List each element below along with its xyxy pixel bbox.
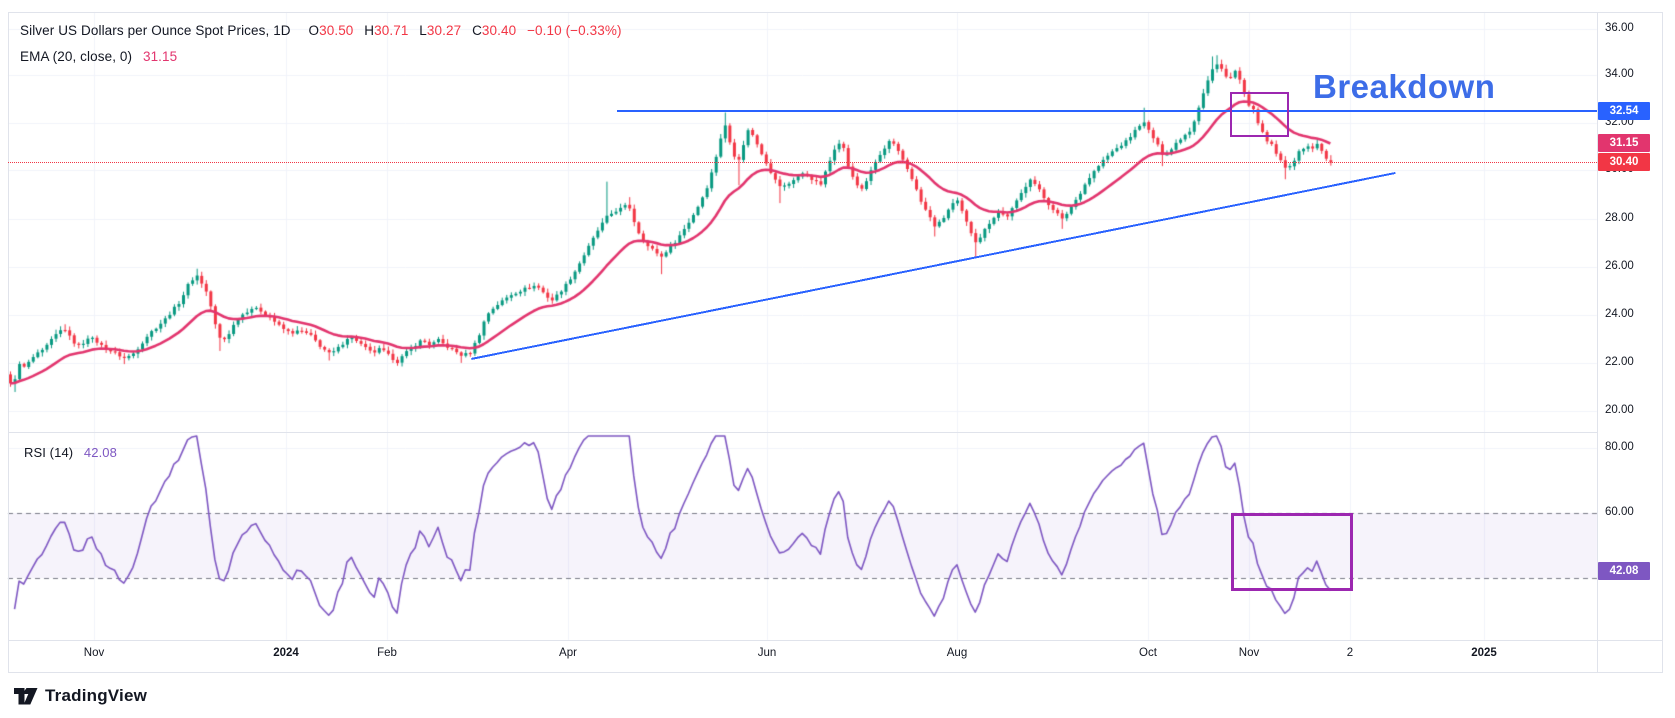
pane-separator[interactable] — [8, 432, 1597, 433]
resistance-horizontal-line[interactable] — [617, 110, 1597, 112]
change-value: −0.10 (−0.33%) — [527, 23, 622, 38]
tradingview-logo[interactable]: TradingView — [14, 686, 147, 706]
ohlc-open-value: 30.50 — [319, 23, 354, 38]
symbol-title: Silver US Dollars per Ounce Spot Prices,… — [20, 23, 291, 38]
time-tick-label: Jun — [757, 647, 777, 659]
time-tick-label: Nov — [1238, 647, 1260, 659]
time-tick-label: 2 — [1346, 647, 1354, 659]
chart-top-border — [8, 12, 1663, 13]
ohlc-low-value: 30.27 — [426, 23, 462, 38]
price-badge-resistance: 32.54 — [1598, 102, 1650, 120]
time-tick-label: Feb — [377, 647, 397, 659]
rsi-tick-label: 80.00 — [1605, 441, 1634, 453]
price-tick-label: 34.00 — [1605, 68, 1634, 80]
price-badge-ema: 31.15 — [1598, 134, 1650, 152]
ohlc-close-value: 30.40 — [481, 23, 517, 38]
breakdown-rect-rsi[interactable] — [1231, 513, 1353, 591]
time-tick-label: Oct — [1139, 647, 1157, 659]
ohlc-low-label: L — [419, 23, 427, 38]
tradingview-logo-text: TradingView — [45, 686, 148, 705]
rsi-tick-label: 60.00 — [1605, 506, 1634, 518]
tradingview-logo-icon — [14, 687, 38, 704]
price-tick-label: 22.00 — [1605, 356, 1634, 368]
price-tick-label: 28.00 — [1605, 212, 1634, 224]
last-price-dotted-line — [8, 162, 1597, 163]
chart-left-border — [8, 12, 9, 672]
ohlc-high-label: H — [364, 23, 375, 38]
symbol-legend[interactable]: Silver US Dollars per Ounce Spot Prices,… — [20, 23, 622, 38]
rsi-legend[interactable]: RSI (14) 42.08 — [24, 445, 117, 460]
price-tick-label: 24.00 — [1605, 308, 1634, 320]
breakdown-annotation-text[interactable]: Breakdown — [1313, 68, 1496, 105]
time-tick-label: Aug — [946, 647, 968, 659]
rsi-legend-value: 42.08 — [83, 445, 117, 460]
time-tick-label: Nov — [83, 647, 105, 659]
ema-legend-value: 31.15 — [142, 49, 178, 64]
chart-right-border — [1662, 12, 1663, 672]
ohlc-high-value: 30.71 — [374, 23, 409, 38]
chart-bottom-border — [8, 672, 1663, 673]
price-tick-label: 20.00 — [1605, 404, 1634, 416]
ema-legend[interactable]: EMA (20, close, 0) 31.15 — [20, 49, 177, 64]
ema-legend-label: EMA (20, close, 0) — [20, 49, 133, 64]
ohlc-open-label: O — [308, 23, 320, 38]
ohlc-close-label: C — [472, 23, 482, 38]
price-tick-label: 26.00 — [1605, 260, 1634, 272]
rsi-badge: 42.08 — [1598, 562, 1650, 580]
rsi-legend-label: RSI (14) — [24, 445, 74, 460]
price-tick-label: 36.00 — [1605, 22, 1634, 34]
price-badge-last-price: 30.40 — [1598, 153, 1650, 171]
time-tick-label: Apr — [559, 647, 577, 659]
time-axis-separator — [8, 640, 1663, 641]
breakdown-rect-price[interactable] — [1230, 92, 1289, 137]
price-axis-separator[interactable] — [1597, 12, 1598, 672]
time-tick-label: 2025 — [1471, 647, 1497, 659]
time-tick-label: 2024 — [273, 647, 299, 659]
